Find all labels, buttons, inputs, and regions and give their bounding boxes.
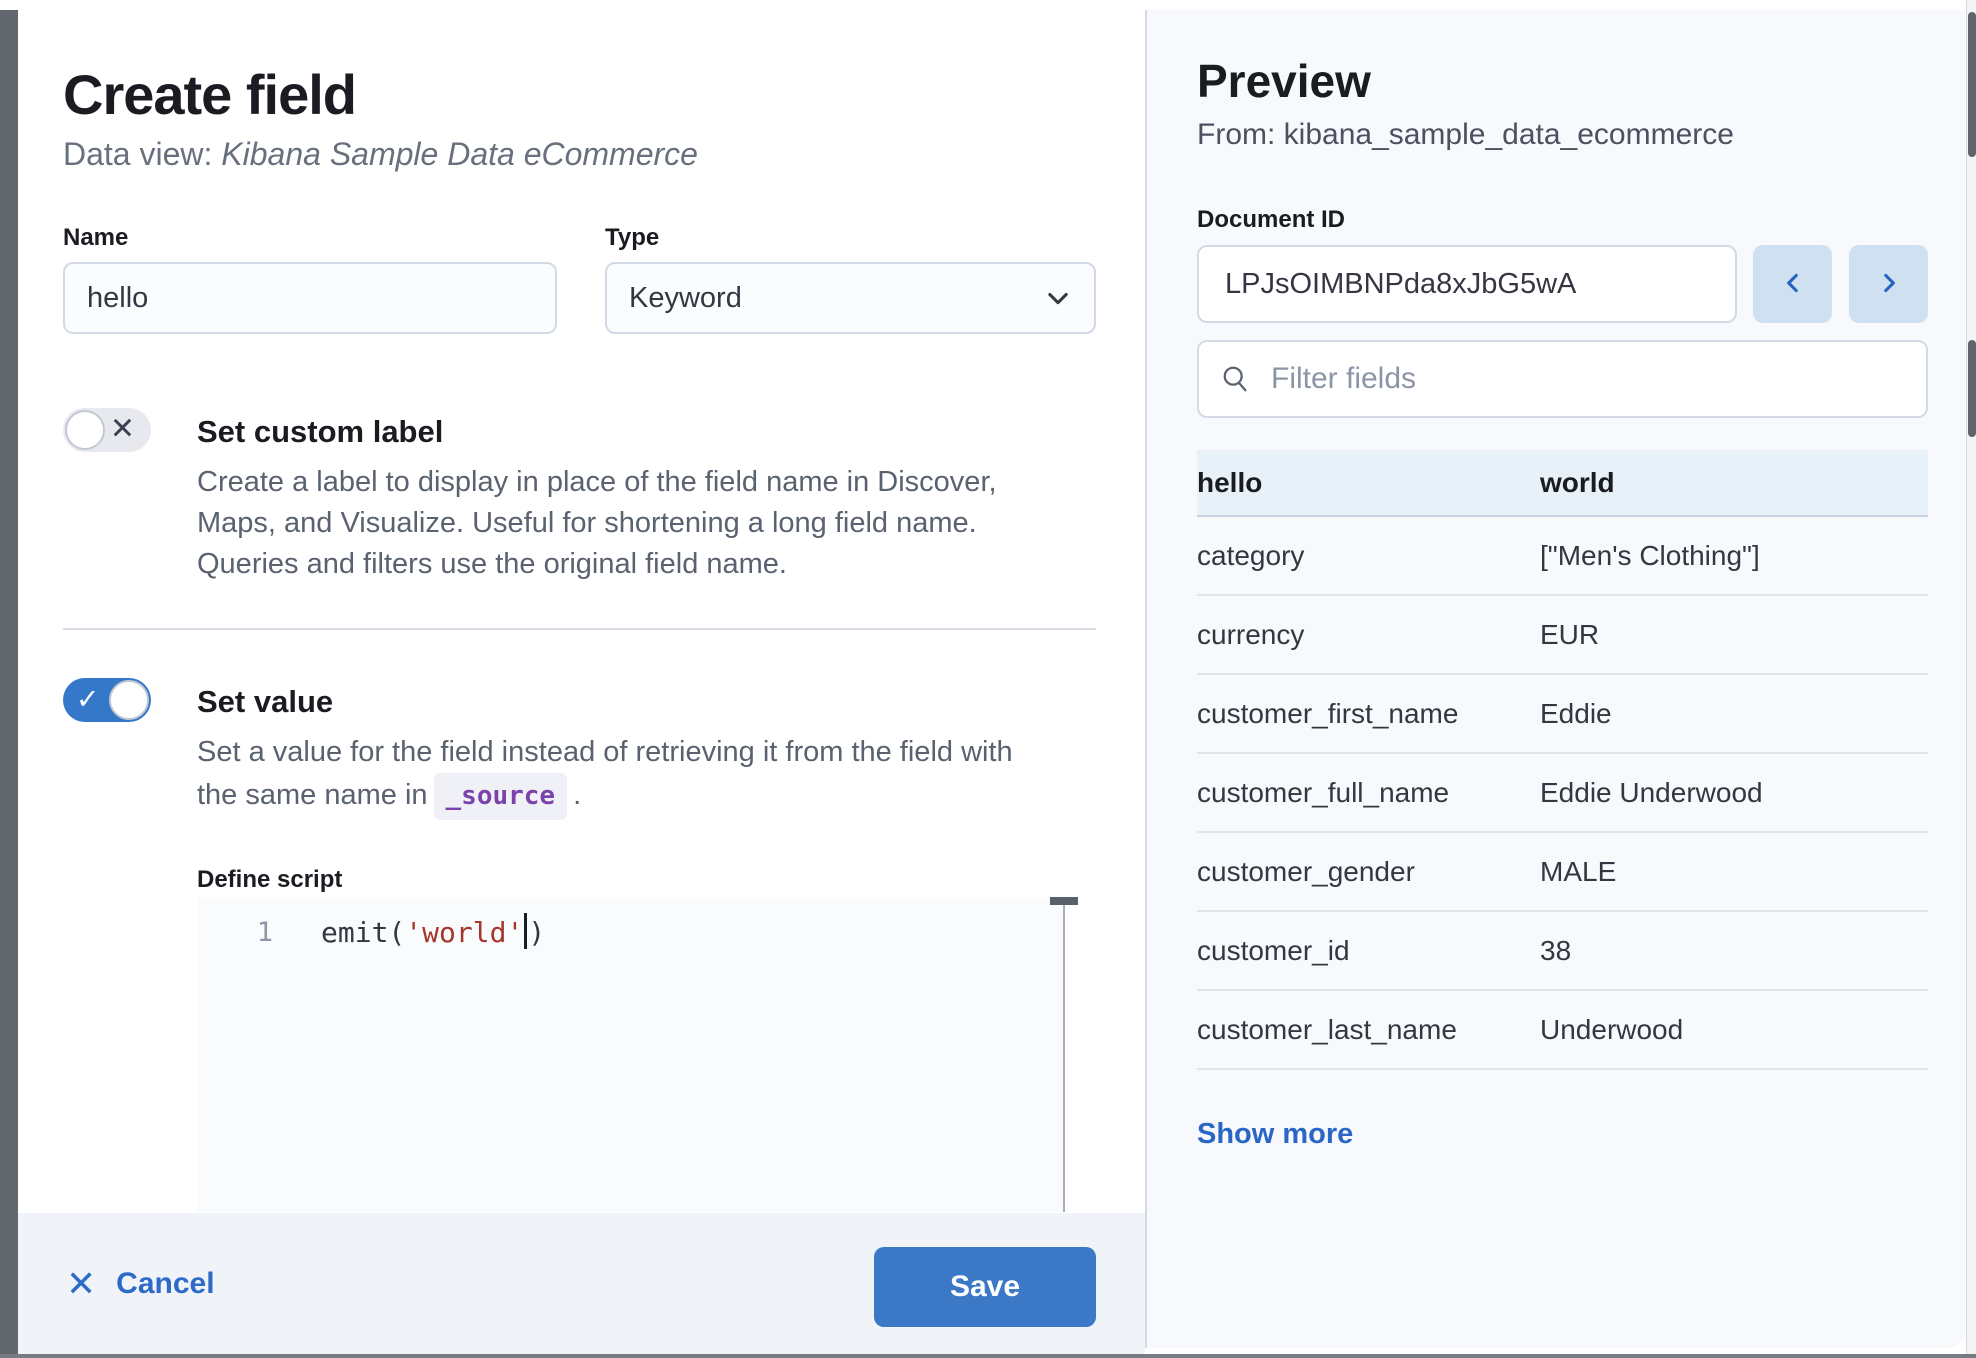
create-field-flyout: Create field Data view: Kibana Sample Da… bbox=[18, 10, 1145, 1354]
previous-document-button[interactable] bbox=[1753, 245, 1832, 323]
set-value-title: Set value bbox=[197, 684, 334, 719]
toggle-thumb bbox=[65, 410, 105, 450]
field-value: ["Men's Clothing"] bbox=[1540, 539, 1760, 571]
field-value: Eddie Underwood bbox=[1540, 776, 1763, 808]
set-value-description: Set a value for the field instead of ret… bbox=[197, 732, 1057, 820]
filter-placeholder: Filter fields bbox=[1271, 362, 1417, 395]
custom-label-desc-line3: Queries and filters use the original fie… bbox=[197, 548, 787, 580]
code-string: 'world' bbox=[405, 916, 524, 949]
define-script-label: Define script bbox=[197, 866, 343, 893]
document-id-label: Document ID bbox=[1197, 206, 1346, 233]
preview-table-body: category ["Men's Clothing"] currency EUR cus… bbox=[1197, 517, 1928, 1070]
preview-table: hello world category ["Men's Clothing"] cu… bbox=[1197, 450, 1928, 1070]
table-row: customer_first_name Eddie bbox=[1197, 675, 1928, 754]
field-name: category bbox=[1197, 539, 1305, 571]
field-value: Eddie bbox=[1540, 697, 1612, 729]
header-field-value: world bbox=[1540, 466, 1615, 498]
set-value-desc-line1: Set a value for the field instead of ret… bbox=[197, 736, 1013, 768]
type-select[interactable]: Keyword bbox=[605, 262, 1096, 334]
set-value-desc-prefix: the same name in bbox=[197, 779, 428, 811]
preview-from: From: kibana_sample_data_ecommerce bbox=[1197, 118, 1734, 151]
code-fn: emit( bbox=[321, 916, 406, 949]
custom-label-description: Create a label to display in place of th… bbox=[197, 462, 1057, 585]
custom-label-toggle[interactable]: ✕ bbox=[63, 408, 151, 452]
field-name: customer_first_name bbox=[1197, 697, 1459, 729]
set-value-toggle[interactable]: ✓ bbox=[63, 678, 151, 722]
overlay-dim-strip bbox=[0, 10, 18, 1354]
field-name: customer_full_name bbox=[1197, 776, 1450, 808]
data-view-prefix: Data view: bbox=[63, 136, 222, 172]
save-button[interactable]: Save bbox=[874, 1247, 1096, 1327]
custom-label-desc-line2: Maps, and Visualize. Useful for shorteni… bbox=[197, 507, 977, 539]
scrollbar-thumb[interactable] bbox=[1968, 12, 1976, 157]
table-row: customer_full_name Eddie Underwood bbox=[1197, 754, 1928, 833]
code-close: ) bbox=[528, 916, 546, 949]
table-row: customer_gender MALE bbox=[1197, 833, 1928, 912]
set-value-desc-suffix: . bbox=[573, 779, 582, 811]
chevron-right-icon bbox=[1876, 270, 1902, 299]
script-code-editor[interactable]: 1 emit('world') bbox=[197, 897, 1078, 1212]
name-label: Name bbox=[63, 224, 129, 251]
set-value-desc-line2: the same name in _source. bbox=[197, 773, 1057, 820]
document-id-input[interactable]: LPJsOIMBNPda8xJbG5wA bbox=[1197, 245, 1737, 323]
field-value: EUR bbox=[1540, 618, 1600, 650]
field-value: Underwood bbox=[1540, 1013, 1684, 1045]
overview-ruler-marker bbox=[1050, 897, 1078, 905]
toggle-on-check-icon: ✓ bbox=[76, 683, 100, 715]
chevron-down-icon bbox=[1044, 284, 1072, 312]
line-number: 1 bbox=[256, 917, 273, 948]
search-icon bbox=[1221, 364, 1251, 394]
field-name: currency bbox=[1197, 618, 1305, 650]
show-more-link[interactable]: Show more bbox=[1197, 1118, 1354, 1150]
preview-table-header: hello world bbox=[1197, 450, 1928, 517]
window-bottom-edge bbox=[0, 1354, 1976, 1358]
table-row: category ["Men's Clothing"] bbox=[1197, 517, 1928, 596]
type-label: Type bbox=[605, 224, 660, 251]
preview-panel: Preview From: kibana_sample_data_ecommer… bbox=[1145, 10, 1965, 1348]
close-icon: ✕ bbox=[66, 1262, 97, 1304]
toggle-thumb bbox=[109, 680, 149, 720]
preview-title: Preview bbox=[1197, 55, 1371, 107]
field-value: 38 bbox=[1540, 934, 1572, 966]
header-field-name: hello bbox=[1197, 466, 1263, 498]
source-code-badge: _source bbox=[433, 773, 568, 820]
data-view-subtitle: Data view: Kibana Sample Data eCommerce bbox=[63, 136, 698, 173]
cancel-label: Cancel bbox=[116, 1266, 215, 1300]
cancel-button[interactable]: ✕ Cancel bbox=[66, 1262, 215, 1304]
custom-label-title: Set custom label bbox=[197, 414, 444, 449]
scrollbar-thumb[interactable] bbox=[1968, 340, 1976, 437]
field-name: customer_gender bbox=[1197, 855, 1415, 887]
field-name: customer_id bbox=[1197, 934, 1350, 966]
page-scrollbar[interactable] bbox=[1966, 0, 1976, 1354]
custom-label-desc-line1: Create a label to display in place of th… bbox=[197, 466, 997, 498]
name-input-value: hello bbox=[87, 281, 149, 314]
text-cursor bbox=[524, 913, 528, 949]
section-divider bbox=[63, 628, 1096, 630]
document-id-value: LPJsOIMBNPda8xJbG5wA bbox=[1225, 267, 1577, 300]
table-row: currency EUR bbox=[1197, 596, 1928, 675]
table-row: customer_id 38 bbox=[1197, 912, 1928, 991]
code-line: emit('world') bbox=[321, 913, 545, 949]
toggle-off-x-icon: ✕ bbox=[109, 412, 135, 446]
field-name: customer_last_name bbox=[1197, 1013, 1457, 1045]
data-view-name: Kibana Sample Data eCommerce bbox=[221, 136, 698, 172]
field-value: MALE bbox=[1540, 855, 1617, 887]
page-title: Create field bbox=[63, 63, 357, 126]
flyout-footer: ✕ Cancel Save bbox=[18, 1213, 1145, 1354]
type-select-value: Keyword bbox=[629, 281, 742, 314]
table-row: customer_last_name Underwood bbox=[1197, 991, 1928, 1070]
name-input[interactable]: hello bbox=[63, 262, 557, 334]
next-document-button[interactable] bbox=[1849, 245, 1928, 323]
filter-fields-input[interactable]: Filter fields bbox=[1197, 340, 1928, 418]
chevron-left-icon bbox=[1780, 270, 1806, 299]
